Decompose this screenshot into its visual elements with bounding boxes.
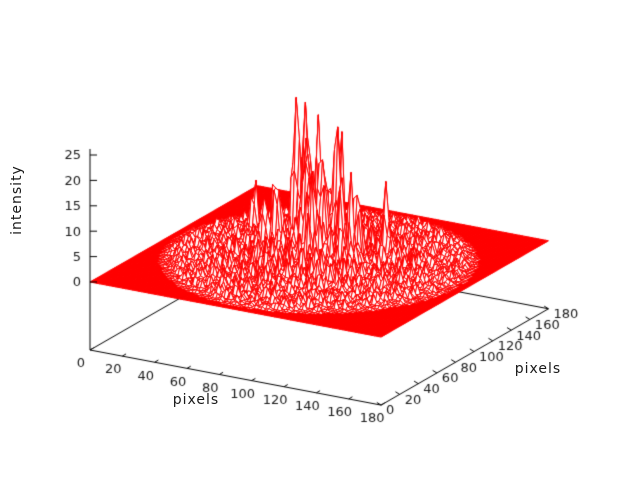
z-axis-label: intensity (9, 165, 25, 235)
x-axis-label: pixels (172, 392, 220, 408)
y-axis-label: pixels (514, 361, 562, 377)
